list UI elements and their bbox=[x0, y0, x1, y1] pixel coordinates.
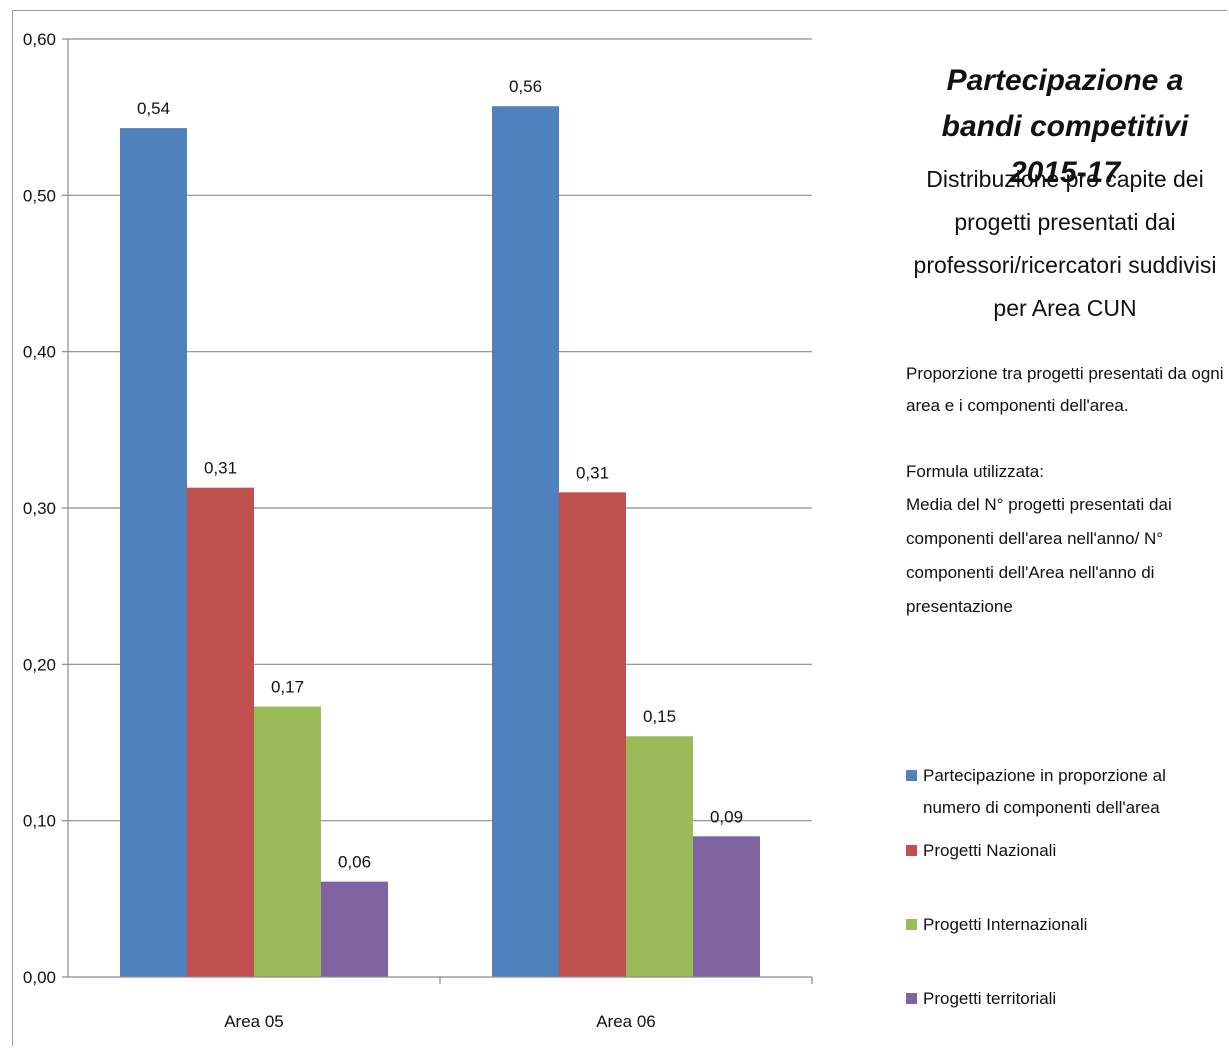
bar bbox=[187, 487, 254, 977]
chart-subtitle: Distribuzione pro capite dei progetti pr… bbox=[913, 166, 1217, 321]
legend-swatch bbox=[906, 845, 917, 856]
data-label: 0,56 bbox=[509, 77, 542, 96]
legend-label: Partecipazione in proporzione al numero … bbox=[923, 766, 1166, 817]
y-tick-label: 0,50 bbox=[23, 186, 56, 205]
description-note: Proporzione tra progetti presentati da o… bbox=[906, 364, 1224, 415]
bar bbox=[693, 836, 760, 977]
legend-item-partecipazione: Partecipazione in proporzione al numero … bbox=[906, 760, 1226, 824]
y-tick-label: 0,20 bbox=[23, 655, 56, 674]
data-label: 0,31 bbox=[576, 463, 609, 482]
data-label: 0,31 bbox=[204, 459, 237, 478]
legend-swatch bbox=[906, 993, 917, 1004]
data-label: 0,54 bbox=[137, 99, 170, 118]
bar bbox=[492, 106, 559, 978]
legend-label: Progetti territoriali bbox=[923, 989, 1057, 1008]
legend-swatch bbox=[906, 770, 917, 781]
formula-heading: Formula utilizzata: bbox=[906, 462, 1044, 481]
y-tick-label: 0,60 bbox=[23, 30, 56, 49]
y-tick-label: 0,40 bbox=[23, 343, 56, 362]
data-label: 0,06 bbox=[338, 853, 371, 872]
y-tick-label: 0,30 bbox=[23, 499, 56, 518]
chart-frame bbox=[12, 10, 1227, 1046]
bar bbox=[559, 492, 626, 977]
legend-swatch bbox=[906, 919, 917, 930]
bar bbox=[626, 736, 693, 977]
y-tick-label: 0,00 bbox=[23, 968, 56, 987]
legend-item-territoriali: Progetti territoriali bbox=[906, 983, 1226, 1015]
data-label: 0,15 bbox=[643, 707, 676, 726]
bar bbox=[254, 706, 321, 977]
legend-item-nazionali: Progetti Nazionali bbox=[906, 835, 1226, 867]
legend-label: Progetti Nazionali bbox=[923, 841, 1057, 860]
formula-text: Media del N° progetti presentati dai com… bbox=[906, 495, 1172, 616]
y-tick-label: 0,10 bbox=[23, 812, 56, 831]
data-label: 0,17 bbox=[271, 678, 304, 697]
x-category-label: Area 06 bbox=[596, 1012, 656, 1031]
x-category-label: Area 05 bbox=[224, 1012, 284, 1031]
bar bbox=[120, 128, 187, 978]
legend-item-internazionali: Progetti Internazionali bbox=[906, 909, 1226, 941]
legend-label: Progetti Internazionali bbox=[923, 915, 1088, 934]
chart-title: Partecipazione a bandi competitivi 2015-… bbox=[941, 64, 1189, 189]
bar bbox=[321, 881, 388, 977]
data-label: 0,09 bbox=[710, 807, 743, 826]
